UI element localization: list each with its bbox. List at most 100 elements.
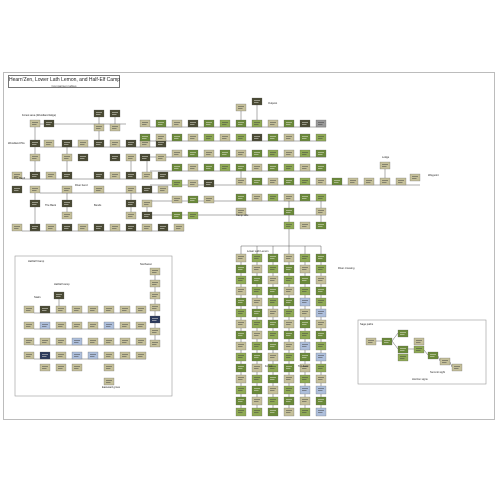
- node-box: [331, 177, 343, 186]
- node-box: [157, 185, 169, 194]
- node-box: [187, 149, 199, 158]
- node-box: [103, 377, 115, 386]
- node-box: [267, 193, 279, 202]
- node-box: [61, 153, 73, 162]
- node-box: [103, 351, 115, 360]
- node-box: [267, 330, 279, 340]
- node-box: [135, 321, 147, 330]
- connector-line: [391, 332, 399, 342]
- node-box: [61, 185, 73, 194]
- node-box: [61, 139, 73, 148]
- label-lower-lath: Lower Lath Lemon: [247, 249, 269, 253]
- label-camp-side: Camp side: [236, 213, 249, 217]
- node-box: [299, 330, 311, 340]
- node-box: [55, 305, 67, 314]
- node-box: [187, 179, 199, 188]
- node-box: [29, 223, 41, 232]
- node-box: [251, 177, 263, 186]
- node-box: [43, 119, 55, 128]
- node-box: [109, 109, 121, 118]
- node-box: [299, 297, 311, 307]
- node-box: [283, 264, 295, 274]
- node-box: [61, 211, 73, 220]
- node-box: [363, 177, 375, 186]
- node-box: [55, 321, 67, 330]
- node-box: [135, 305, 147, 314]
- node-box: [61, 199, 73, 208]
- node-box: [125, 223, 137, 232]
- node-box: [29, 171, 41, 180]
- diagram-frame: [3, 72, 495, 420]
- node-box: [149, 291, 161, 300]
- label-top-bank: Top bank: [298, 364, 309, 368]
- node-box: [171, 195, 183, 204]
- node-box: [315, 119, 327, 128]
- node-box: [235, 374, 247, 384]
- node-box: [267, 286, 279, 296]
- node-box: [283, 297, 295, 307]
- node-box: [283, 396, 295, 406]
- node-box: [155, 133, 167, 142]
- node-box: [125, 153, 137, 162]
- node-box: [149, 315, 161, 324]
- node-box: [251, 352, 263, 362]
- node-box: [315, 385, 327, 395]
- node-box: [267, 264, 279, 274]
- node-box: [409, 173, 421, 182]
- node-box: [267, 385, 279, 395]
- node-box: [251, 308, 263, 318]
- node-box: [251, 97, 263, 106]
- node-box: [235, 363, 247, 373]
- node-box: [251, 385, 263, 395]
- node-box: [125, 139, 137, 148]
- node-box: [11, 223, 23, 232]
- connector-line: [437, 355, 441, 362]
- node-box: [71, 305, 83, 314]
- node-box: [315, 297, 327, 307]
- title-box: Hearn'Zen, Lower Lath Lemon, and Half-El…: [8, 75, 120, 88]
- node-box: [235, 193, 247, 202]
- node-box: [251, 396, 263, 406]
- node-box: [171, 179, 183, 188]
- node-box: [299, 149, 311, 158]
- node-box: [251, 253, 263, 263]
- node-box: [171, 119, 183, 128]
- node-box: [315, 396, 327, 406]
- node-box: [315, 286, 327, 296]
- node-box: [45, 171, 57, 180]
- node-box: [251, 363, 263, 373]
- node-box: [283, 363, 295, 373]
- node-box: [43, 139, 55, 148]
- node-box: [139, 153, 151, 162]
- node-box: [235, 396, 247, 406]
- node-box: [235, 207, 247, 216]
- node-box: [77, 223, 89, 232]
- label-waypoint: Waypoint: [428, 173, 439, 177]
- node-box: [173, 223, 185, 232]
- node-box: [315, 407, 327, 417]
- node-box: [413, 345, 425, 354]
- node-box: [55, 337, 67, 346]
- node-box: [235, 385, 247, 395]
- node-box: [29, 153, 41, 162]
- node-box: [283, 352, 295, 362]
- node-box: [251, 149, 263, 158]
- node-box: [219, 133, 231, 142]
- node-box: [23, 351, 35, 360]
- node-box: [135, 337, 147, 346]
- node-box: [379, 161, 391, 170]
- node-box: [283, 275, 295, 285]
- node-box: [119, 321, 131, 330]
- node-box: [235, 253, 247, 263]
- node-box: [235, 330, 247, 340]
- node-box: [315, 352, 327, 362]
- node-box: [135, 351, 147, 360]
- node-box: [23, 321, 35, 330]
- node-box: [299, 374, 311, 384]
- node-box: [39, 321, 51, 330]
- node-box: [299, 396, 311, 406]
- node-box: [315, 253, 327, 263]
- node-box: [219, 163, 231, 172]
- node-box: [187, 133, 199, 142]
- node-box: [251, 407, 263, 417]
